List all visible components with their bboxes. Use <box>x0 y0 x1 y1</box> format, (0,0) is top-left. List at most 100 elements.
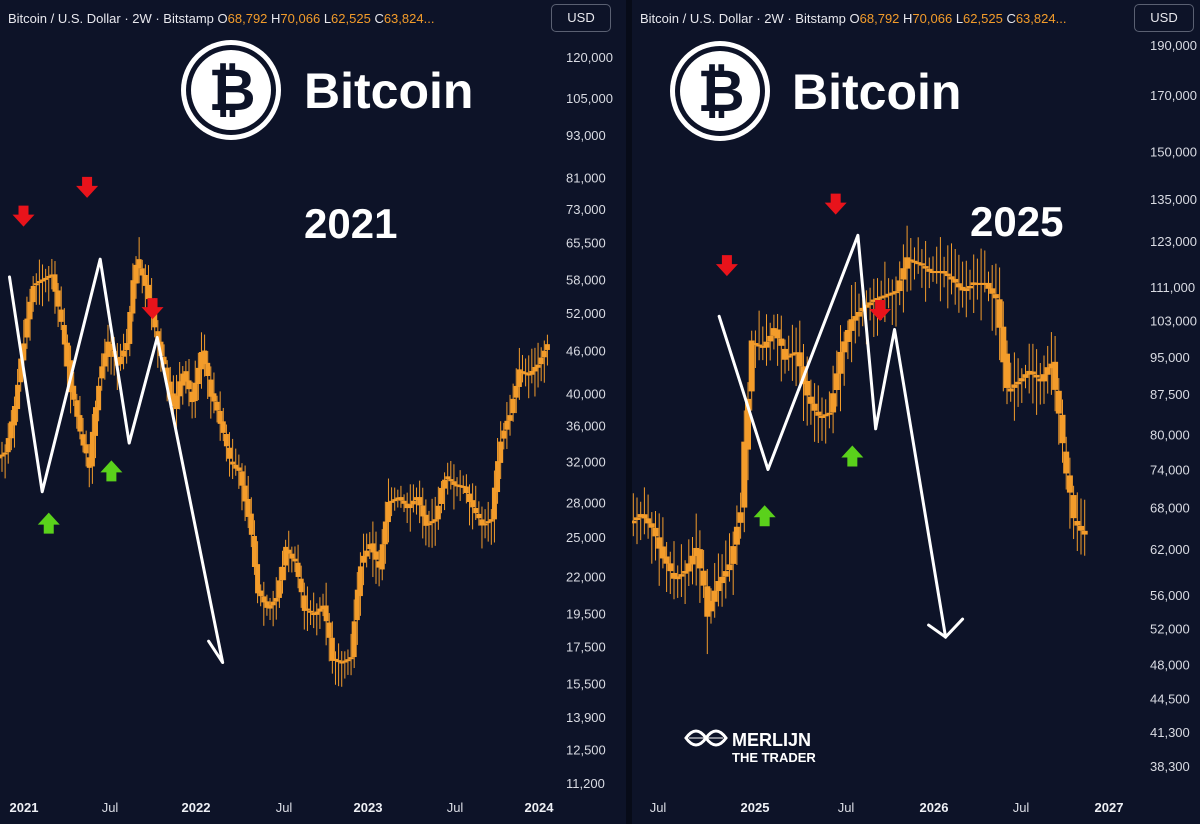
candle-body <box>276 580 282 598</box>
low-label: L <box>323 11 332 26</box>
candle-body <box>789 353 796 356</box>
price-tick-label: 12,500 <box>566 742 606 757</box>
candle-body <box>364 550 370 557</box>
candles <box>632 225 1088 655</box>
symbol-header: Bitcoin / U.S. Dollar · 2W · Bitstamp O6… <box>8 11 434 26</box>
candle-body <box>270 601 276 606</box>
candle-body <box>678 574 685 577</box>
close-value: 63,824... <box>383 11 435 26</box>
candle-body <box>314 611 320 615</box>
candle-body <box>889 292 896 295</box>
candle-body <box>911 260 918 263</box>
candle-body <box>117 356 123 365</box>
candle-body <box>1081 530 1088 535</box>
currency-button[interactable]: USD <box>551 4 611 32</box>
candle-body <box>495 461 501 493</box>
candle-body <box>326 622 332 638</box>
price-tick-label: 103,000 <box>1150 314 1197 329</box>
candle-body <box>295 562 301 577</box>
candle-body <box>0 454 5 457</box>
candle-body <box>467 493 472 503</box>
high-label: H <box>903 11 913 26</box>
candle-body <box>529 370 535 375</box>
candle-body <box>1070 495 1077 519</box>
candle-body <box>863 304 870 308</box>
currency-button[interactable]: USD <box>1134 4 1194 32</box>
price-tick-label: 52,000 <box>566 306 606 321</box>
price-chart[interactable]: 190,000 170,000 150,000 135,000 123,000 111,0… <box>632 0 1200 824</box>
candle-body <box>336 660 342 663</box>
candle-body <box>719 576 726 584</box>
candle-body <box>737 512 744 523</box>
candle-body <box>822 414 829 417</box>
candle-body <box>937 271 944 274</box>
candle-body <box>674 576 681 580</box>
candle-body <box>410 500 416 505</box>
candle-body <box>867 302 874 306</box>
candle-body <box>498 441 504 463</box>
price-tick-label: 36,000 <box>566 419 606 434</box>
time-tick-label: 2023 <box>354 800 383 815</box>
candle-body <box>859 307 866 312</box>
candle-body <box>43 277 49 280</box>
candle-body <box>815 411 822 416</box>
candle-body <box>479 519 485 526</box>
candle-body <box>89 431 95 467</box>
candle-body <box>242 485 248 502</box>
candle-body <box>0 456 2 459</box>
candle-body <box>198 352 204 370</box>
high-label: H <box>271 11 281 26</box>
candle-body <box>18 358 24 383</box>
candle-body <box>1041 374 1047 382</box>
logo-wordmark: Bitcoin <box>304 63 473 119</box>
candle-body <box>145 284 151 300</box>
price-tick-label: 32,000 <box>566 455 606 470</box>
price-tick-label: 190,000 <box>1150 38 1197 53</box>
close-value: 63,824... <box>1015 11 1067 26</box>
candle-body <box>733 526 740 545</box>
price-chart[interactable]: 120,000 105,000 93,000 81,000 73,000 65,500 58… <box>0 0 626 824</box>
symbol-name: Bitcoin / U.S. Dollar · 2W · Bitstamp <box>8 11 214 26</box>
candle-body <box>1066 475 1073 493</box>
candle-body <box>476 513 482 519</box>
candle-body <box>161 356 167 365</box>
candle-body <box>532 366 538 372</box>
candle-body <box>948 276 955 280</box>
candle-body <box>804 380 811 396</box>
candle-body <box>308 610 314 613</box>
candle-body <box>926 268 933 272</box>
candle-body <box>55 290 61 307</box>
candle-body <box>130 280 136 314</box>
candle-body <box>289 553 295 559</box>
candle-body <box>133 264 139 284</box>
candle-body <box>342 660 348 663</box>
close-label: C <box>374 11 384 26</box>
candle-body <box>541 350 547 358</box>
candle-body <box>708 600 714 612</box>
candle-body <box>830 393 837 413</box>
candle-body <box>27 301 33 320</box>
candle-body <box>323 605 329 622</box>
candle-body <box>992 294 999 299</box>
time-tick-label: 2027 <box>1095 800 1124 815</box>
candle-body <box>837 351 844 374</box>
candle-body <box>833 373 840 391</box>
candle-body <box>915 262 922 265</box>
candle-body <box>370 543 376 553</box>
candle-body <box>392 499 398 502</box>
candle-body <box>407 504 413 509</box>
candle-body <box>870 299 877 302</box>
candle-body <box>457 485 463 488</box>
price-tick-label: 41,300 <box>1150 725 1190 740</box>
candle-body <box>796 352 803 367</box>
candle-body <box>61 325 67 345</box>
candle-body <box>121 350 127 357</box>
candle-body <box>974 282 981 285</box>
year-annotation: 2021 <box>304 200 397 247</box>
candle-body <box>685 563 692 572</box>
candle-body <box>907 259 914 262</box>
candle-body <box>767 335 774 342</box>
candle-body <box>80 434 86 446</box>
candle-body <box>507 415 513 421</box>
candle-body <box>298 578 304 593</box>
